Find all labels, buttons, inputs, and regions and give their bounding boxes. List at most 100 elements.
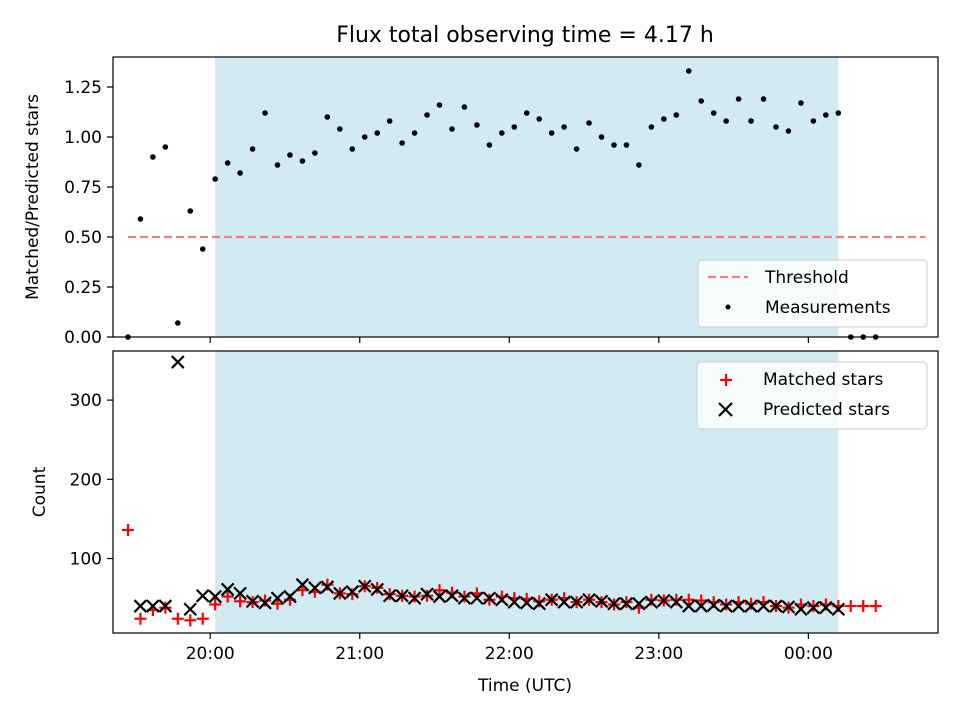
predicted-star-point [220, 582, 235, 597]
measurement-point [162, 144, 169, 150]
predicted-star-point [669, 595, 684, 609]
predicted-star-point [819, 600, 833, 615]
measurement-point [611, 142, 617, 148]
measurement-point [249, 146, 256, 152]
measurement-point [710, 110, 717, 116]
measurement-point [685, 68, 692, 74]
measurement-point [224, 160, 231, 166]
matched-star-point [645, 593, 658, 606]
measurement-point [424, 112, 430, 118]
matched-star-point [209, 598, 222, 611]
predicted-star-point [382, 588, 397, 603]
predicted-star-point [333, 586, 347, 601]
matched-star-point [720, 598, 733, 611]
measurement-point [523, 110, 530, 116]
measurement-point [449, 126, 455, 132]
predicted-star-point [769, 599, 783, 613]
predicted-star-point [594, 594, 609, 609]
predicted-star-point [719, 599, 733, 613]
top-y-axis-label: Matched/Predicted stars [23, 94, 43, 300]
measurement-point [835, 110, 842, 116]
bottom-y-axis: 100 200 300 [70, 391, 113, 570]
count-panel: 100 200 300 20:00 21:00 22:00 23:00 00:00 Coun… [30, 350, 939, 696]
predicted-star-point [619, 596, 634, 611]
measurement-point [648, 124, 655, 130]
matched-star-point [421, 589, 434, 602]
measurement-point [486, 142, 493, 148]
measurement-point [810, 118, 817, 124]
measurement-point [623, 142, 630, 148]
measurement-point [561, 124, 567, 130]
predicted-star-point [183, 602, 198, 617]
y-tick-label: 0.75 [64, 178, 102, 198]
predicted-star-point [171, 355, 185, 369]
predicted-star-point [470, 591, 484, 605]
measurement-point [274, 162, 281, 168]
measurement-point [150, 154, 156, 160]
predicted-star-point [482, 591, 497, 605]
matched-star-point [844, 600, 857, 613]
predicted-star-point [744, 599, 758, 613]
bottom-legend: Matched stars Predicted stars [696, 361, 928, 430]
x-tick-label: 20:00 [186, 644, 235, 664]
top-legend: Threshold Measurements [697, 259, 928, 328]
predicted-star-point [283, 589, 297, 604]
predicted-star-point [420, 587, 434, 601]
matched-star-point [121, 524, 134, 537]
measurement-point [287, 152, 293, 158]
bottom-y-axis-label: Count [30, 466, 50, 517]
predicted-star-point [258, 596, 272, 610]
predicted-star-point [395, 588, 409, 603]
predicted-star-point [519, 596, 534, 610]
predicted-star-point [607, 596, 621, 611]
measurement-point [474, 122, 480, 128]
y-tick-label: 1.00 [64, 128, 102, 148]
y-tick-label: 0.50 [64, 228, 102, 248]
predicted-star-point [831, 602, 846, 617]
matched-star-point [620, 596, 633, 609]
measurement-point [175, 320, 181, 326]
legend-measurements-label: Measurements [765, 298, 891, 318]
matched-star-point [433, 584, 446, 597]
matched-star-point [533, 595, 546, 608]
predicted-star-point [320, 580, 335, 594]
matched-star-point [383, 588, 396, 601]
predicted-star-point [806, 600, 821, 615]
matched-star-point [483, 593, 496, 606]
matched-star-point [234, 595, 247, 608]
measurement-point [262, 110, 268, 116]
measurement-point [598, 134, 605, 140]
x-tick-label: 00:00 [784, 644, 833, 664]
legend-matched-swatch [720, 374, 732, 386]
x-tick-label: 23:00 [634, 644, 683, 664]
measurement-point [399, 140, 405, 146]
predicted-star-point [357, 579, 372, 594]
predicted-star-point [432, 589, 447, 604]
predicted-star-point [270, 591, 285, 605]
matched-star-point [196, 612, 209, 625]
predicted-star-point [694, 599, 708, 613]
predicted-star-point [706, 598, 721, 613]
legend-measurements-swatch [725, 304, 731, 310]
x-tick-label: 21:00 [335, 644, 384, 664]
measurement-point [299, 158, 306, 164]
measurement-point [773, 124, 779, 130]
measurement-point [661, 116, 667, 122]
predicted-star-point [345, 585, 360, 599]
predicted-star-point [195, 588, 210, 603]
measurement-point [187, 208, 194, 214]
y-tick-label: 0.00 [64, 328, 102, 348]
matched-star-point [346, 588, 359, 601]
predicted-star-point [445, 588, 459, 603]
x-axis-label: Time (UTC) [477, 676, 572, 696]
predicted-star-point [756, 599, 771, 613]
measurement-point [760, 96, 767, 102]
x-tick-label: 22:00 [485, 644, 534, 664]
measurement-point [324, 114, 331, 120]
predicted-star-point [569, 595, 584, 609]
measurement-point [673, 112, 680, 118]
matched-star-point [371, 581, 384, 594]
measurement-point [499, 130, 505, 136]
predicted-star-point [644, 595, 659, 609]
